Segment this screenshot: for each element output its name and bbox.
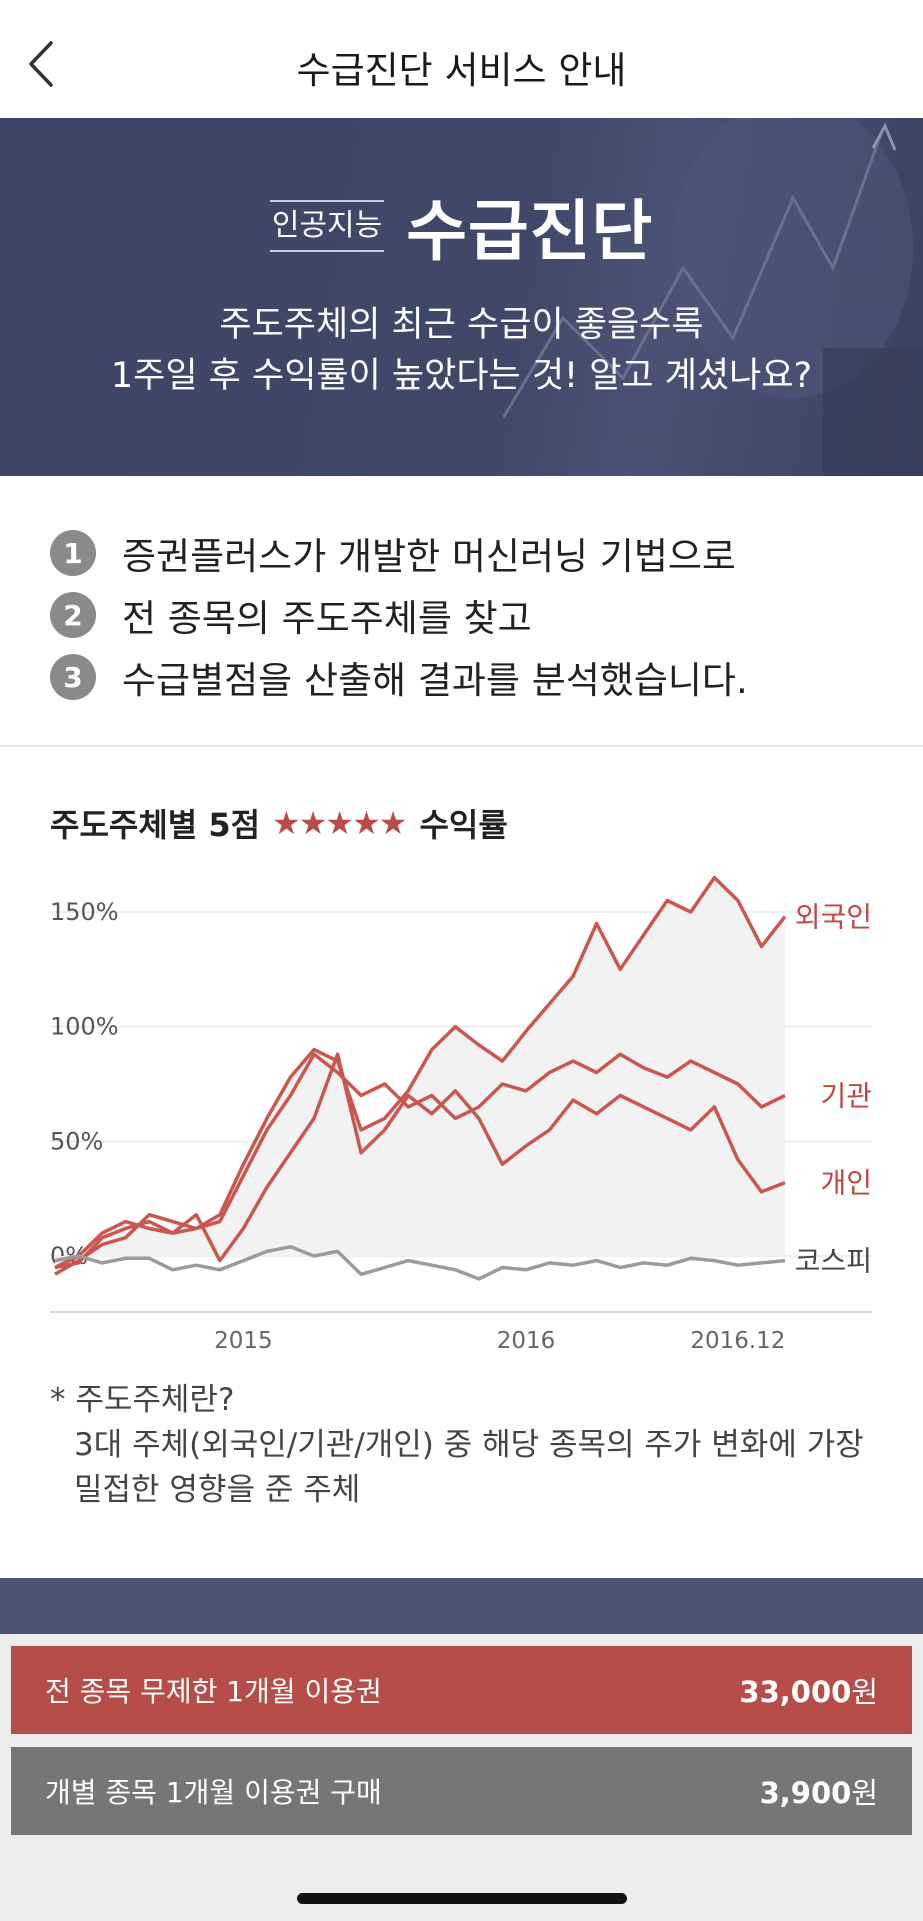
hero-desc-line-1: 주도주체의 최근 수급이 좋을수록 (219, 305, 704, 345)
chart-heading-prefix: 주도주체별 5점 (50, 806, 261, 844)
y-tick-label: 100% (50, 1013, 119, 1041)
buy-all-price-amount: 33,000 (739, 1675, 852, 1709)
y-tick-label: 150% (50, 898, 119, 926)
series-line (54, 1245, 786, 1281)
buy-all-price-unit: 원 (851, 1675, 878, 1709)
buy-single-label: 개별 종목 1개월 이용권 구매 (45, 1776, 382, 1809)
chart-heading: 주도주체별 5점 ★★★★★ 수익률 (50, 800, 508, 846)
hero-description: 주도주체의 최근 수급이 좋을수록 1주일 후 수익률이 높았다는 것! 알고 … (0, 300, 923, 402)
series-line (54, 1052, 786, 1276)
promo-banner: 이 종목은 수급이 좋을까? 나쁠까? (0, 1578, 923, 1638)
step-number-badge: 2 (50, 592, 96, 638)
buy-all-label: 전 종목 무제한 1개월 이용권 (45, 1675, 382, 1708)
feature-steps: 1 증권플러스가 개발한 머신러닝 기법으로 2 전 종목의 주도주체를 찾고 … (50, 522, 890, 708)
chevron-left-icon (29, 41, 53, 87)
definition-note: * 주도주체란? 3대 주체(외국인/기관/개인) 중 해당 종목의 주가 변화… (50, 1378, 880, 1513)
step-number-badge: 1 (50, 530, 96, 576)
series-label: 외국인 (795, 901, 872, 934)
rising-graph-illustration (503, 118, 923, 476)
buy-single-stock-pass-button[interactable]: 개별 종목 1개월 이용권 구매 3,900원 (11, 1747, 912, 1835)
buy-single-price-amount: 3,900 (759, 1776, 852, 1810)
series-label: 기관 (820, 1079, 872, 1112)
section-divider (0, 745, 923, 747)
series-label: 개인 (820, 1167, 872, 1200)
step-item: 3 수급별점을 산출해 결과를 분석했습니다. (50, 646, 890, 708)
purchase-panel: 전 종목 무제한 1개월 이용권 33,000원 개별 종목 1개월 이용권 구… (0, 1634, 923, 1921)
x-tick-label: 2015 (214, 1328, 273, 1350)
y-tick-label: 50% (50, 1127, 103, 1155)
chart-heading-suffix: 수익률 (419, 806, 508, 844)
step-text: 전 종목의 주도주체를 찾고 (122, 597, 532, 640)
note-body: 3대 주체(외국인/기관/개인) 중 해당 종목의 주가 변화에 가장 밀접한 … (74, 1426, 864, 1508)
hero-banner: 인공지능 수급진단 주도주체의 최근 수급이 좋을수록 1주일 후 수익률이 높… (0, 118, 923, 476)
series-line (54, 875, 787, 1270)
step-text: 증권플러스가 개발한 머신러닝 기법으로 (122, 535, 736, 578)
back-button[interactable] (18, 34, 62, 94)
hero-desc-line-2: 1주일 후 수익률이 높았다는 것! 알고 계셨나요? (110, 355, 813, 396)
hero-title: 수급진단 (406, 193, 654, 270)
x-tick-label: 2016 (497, 1328, 556, 1350)
page-title: 수급진단 서비스 안내 (296, 49, 627, 92)
step-number-badge: 3 (50, 654, 96, 700)
home-indicator (297, 1893, 627, 1904)
app-header: 수급진단 서비스 안내 (0, 0, 923, 118)
step-item: 1 증권플러스가 개발한 머신러닝 기법으로 (50, 522, 890, 584)
buy-single-price-unit: 원 (851, 1776, 878, 1810)
buy-all-price: 33,000원 (739, 1669, 878, 1711)
step-item: 2 전 종목의 주도주체를 찾고 (50, 584, 890, 646)
buy-all-stocks-pass-button[interactable]: 전 종목 무제한 1개월 이용권 33,000원 (11, 1646, 912, 1734)
hero-tag: 인공지능 (269, 200, 385, 252)
series-line (54, 1052, 786, 1270)
step-text: 수급별점을 산출해 결과를 분석했습니다. (122, 659, 748, 702)
five-star-icon: ★★★★★ (272, 804, 407, 842)
buy-single-price: 3,900원 (760, 1770, 878, 1812)
x-tick-label: 2016.12 (690, 1328, 785, 1350)
note-title: * 주도주체란? (50, 1382, 235, 1418)
series-label: 코스피 (795, 1245, 872, 1278)
